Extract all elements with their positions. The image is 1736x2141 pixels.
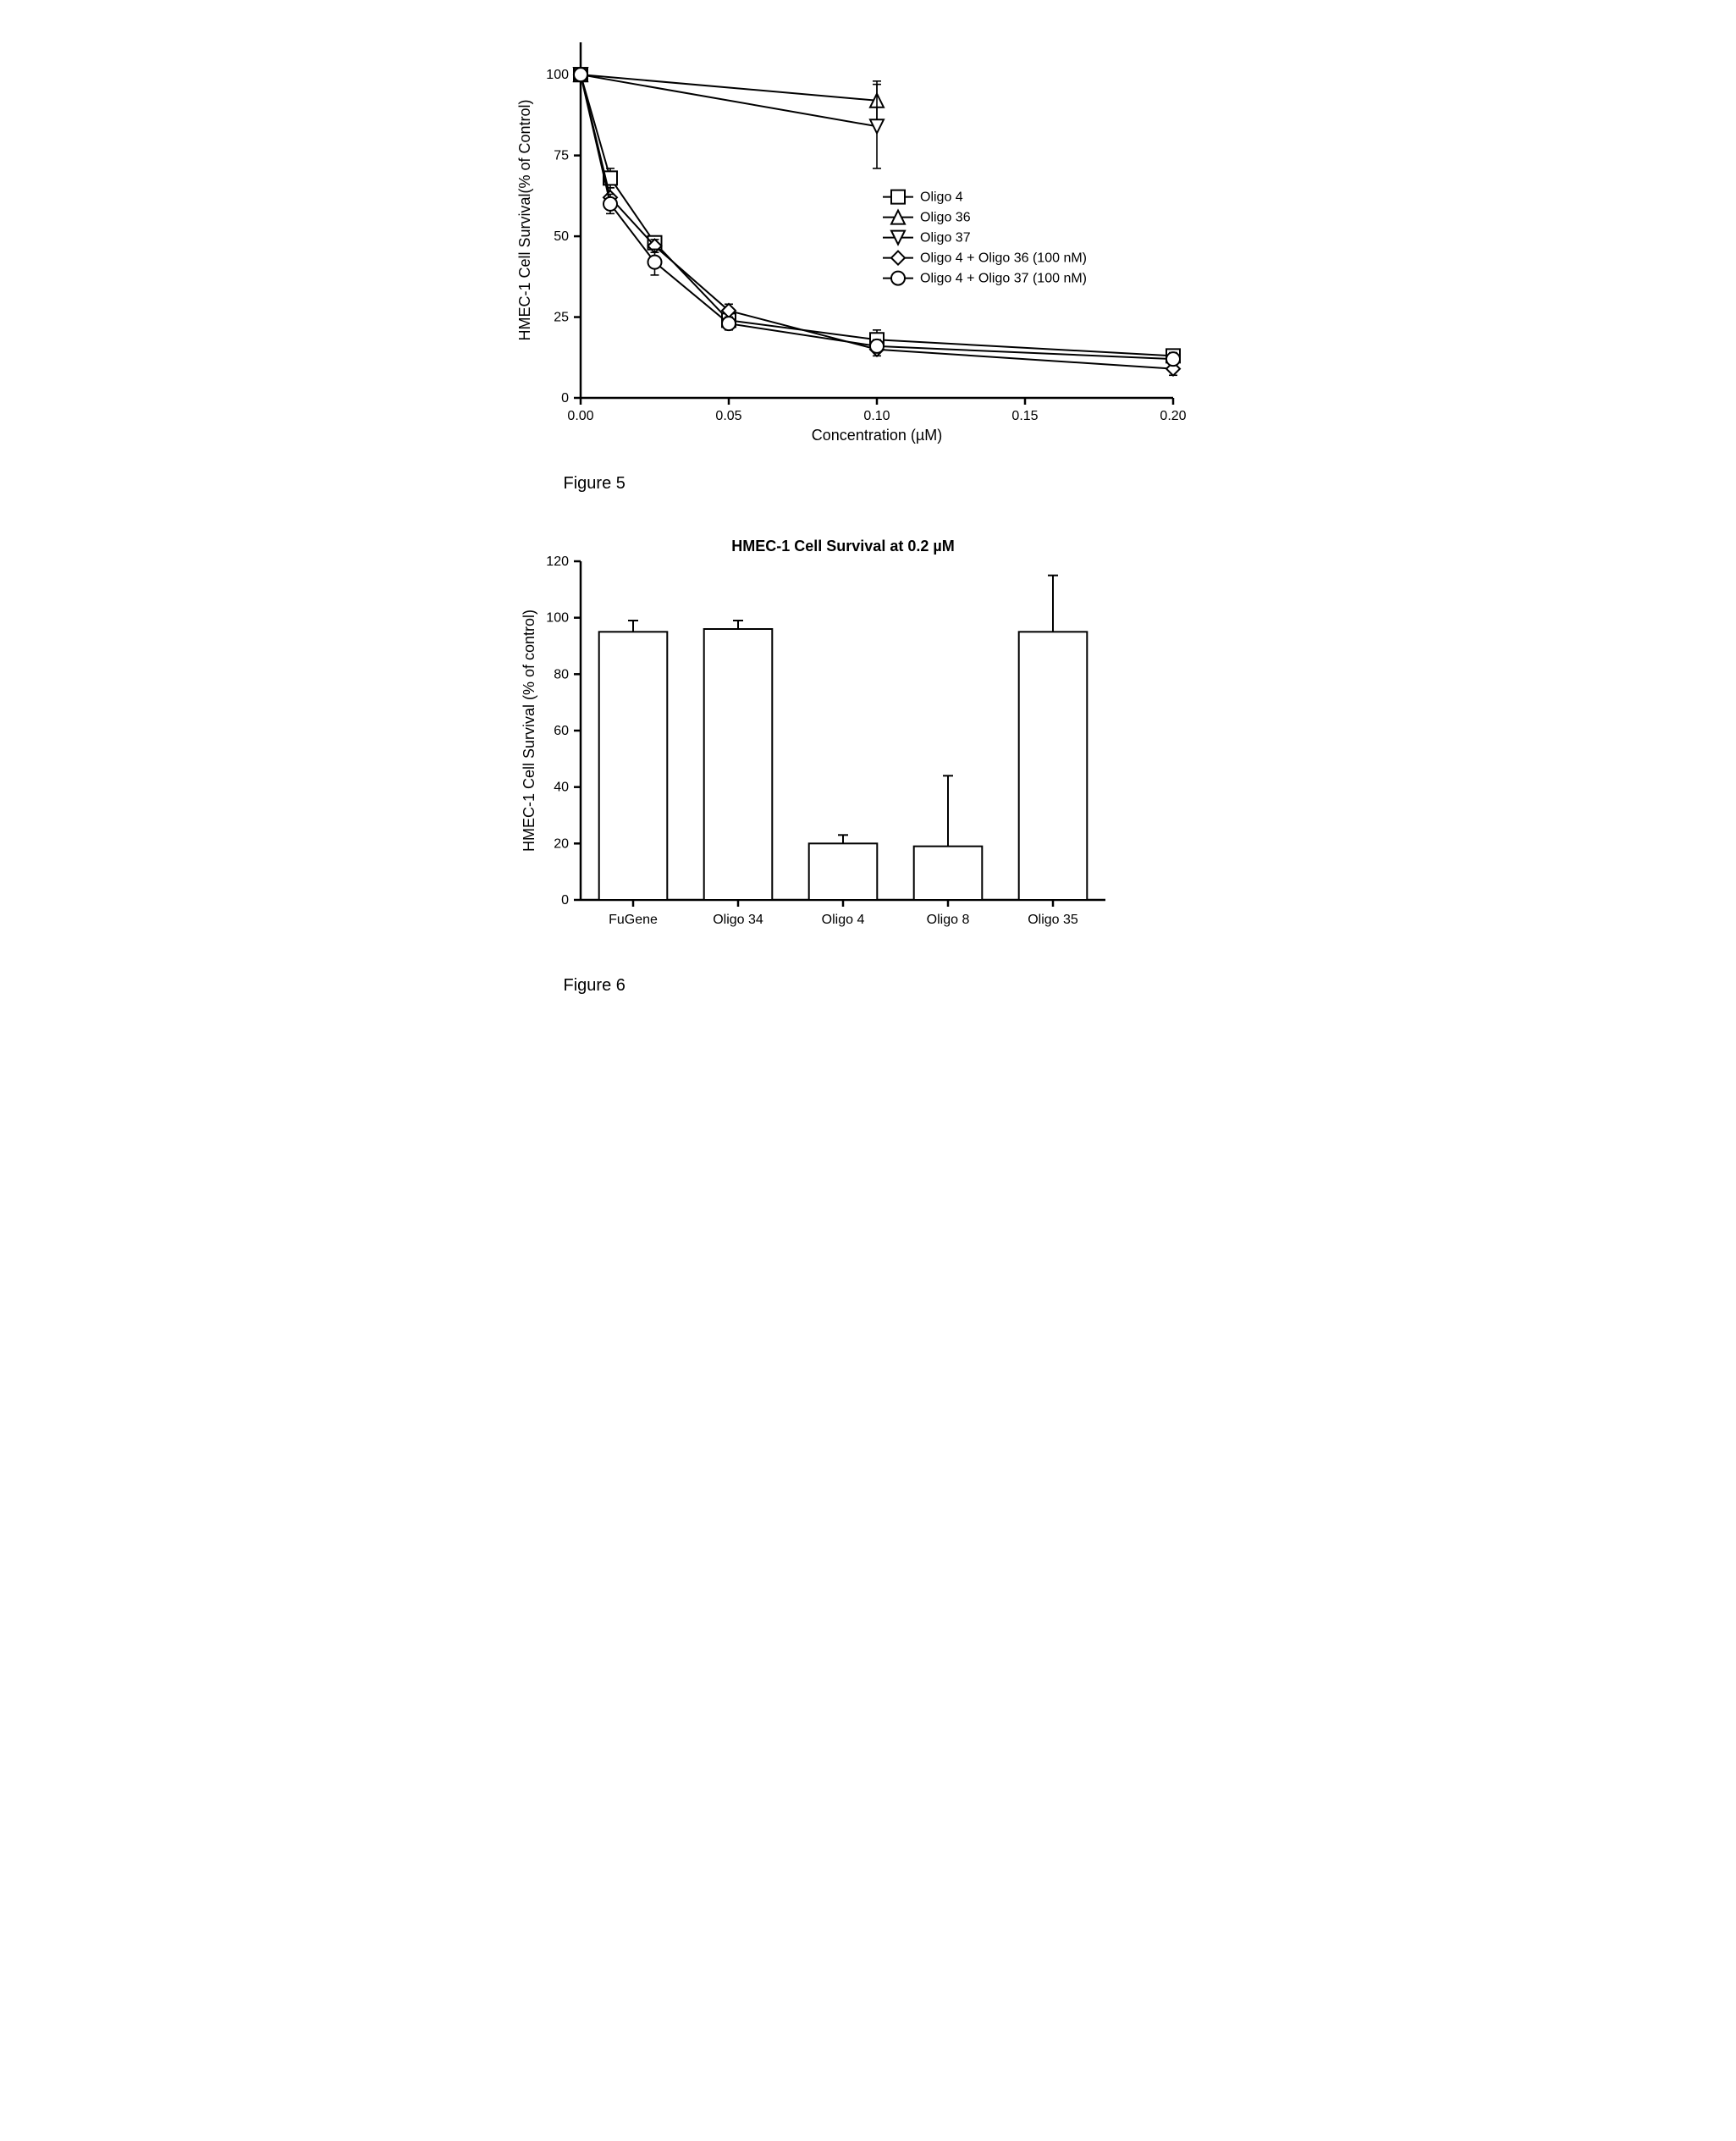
- svg-text:Concentration (µM): Concentration (µM): [811, 427, 941, 444]
- svg-text:0: 0: [561, 893, 569, 908]
- svg-text:80: 80: [554, 667, 569, 681]
- figure6-caption: Figure 6: [564, 976, 1249, 996]
- svg-text:Oligo 36: Oligo 36: [920, 211, 971, 225]
- svg-text:Oligo 37: Oligo 37: [920, 231, 971, 246]
- svg-text:25: 25: [554, 311, 569, 325]
- svg-text:0.00: 0.00: [567, 409, 593, 423]
- svg-text:0: 0: [561, 391, 569, 406]
- svg-text:100: 100: [546, 68, 569, 82]
- svg-text:120: 120: [546, 555, 569, 569]
- svg-text:Oligo 34: Oligo 34: [713, 913, 763, 927]
- svg-text:Oligo 4 + Oligo 36 (100 nM): Oligo 4 + Oligo 36 (100 nM): [920, 251, 1087, 266]
- svg-text:HMEC-1 Cell Survival at 0.2 µM: HMEC-1 Cell Survival at 0.2 µM: [731, 538, 954, 555]
- svg-text:0.10: 0.10: [863, 409, 890, 423]
- svg-text:0.15: 0.15: [1011, 409, 1038, 423]
- svg-text:Oligo 8: Oligo 8: [926, 913, 969, 927]
- svg-text:20: 20: [554, 836, 569, 851]
- svg-text:60: 60: [554, 724, 569, 738]
- svg-text:HMEC-1 Cell Survival (% of co: HMEC-1 Cell Survival (% of control): [521, 610, 537, 852]
- svg-text:Oligo 4 + Oligo 37 (100 nM): Oligo 4 + Oligo 37 (100 nM): [920, 272, 1087, 286]
- figure6-chart: HMEC-1 Cell Survival at 0.2 µM 0 20 40 60 80 1…: [488, 527, 1249, 959]
- svg-text:100: 100: [546, 611, 569, 626]
- figure5-caption: Figure 5: [564, 474, 1249, 494]
- figure5-svg: 0 25 50 75 100 0.00 0.05 0.10 0.15 0.20 Concentrat…: [488, 34, 1249, 457]
- svg-text:FuGene: FuGene: [609, 913, 658, 927]
- figure6-svg: HMEC-1 Cell Survival at 0.2 µM 0 20 40 60 80 1…: [488, 527, 1182, 959]
- svg-text:Oligo 4: Oligo 4: [920, 190, 963, 205]
- page: 0 25 50 75 100 0.00 0.05 0.10 0.15 0.20 Concentrat…: [488, 34, 1249, 996]
- svg-text:40: 40: [554, 781, 569, 795]
- svg-text:0.05: 0.05: [715, 409, 741, 423]
- svg-text:0.20: 0.20: [1160, 409, 1186, 423]
- figure5-chart: 0 25 50 75 100 0.00 0.05 0.10 0.15 0.20 Concentrat…: [488, 34, 1249, 457]
- svg-text:HMEC-1 Cell Survival(% of Cont: HMEC-1 Cell Survival(% of Control): [516, 99, 533, 340]
- svg-text:75: 75: [554, 149, 569, 163]
- svg-text:Oligo 4: Oligo 4: [821, 913, 864, 927]
- svg-text:50: 50: [554, 229, 569, 244]
- svg-text:Oligo 35: Oligo 35: [1028, 913, 1078, 927]
